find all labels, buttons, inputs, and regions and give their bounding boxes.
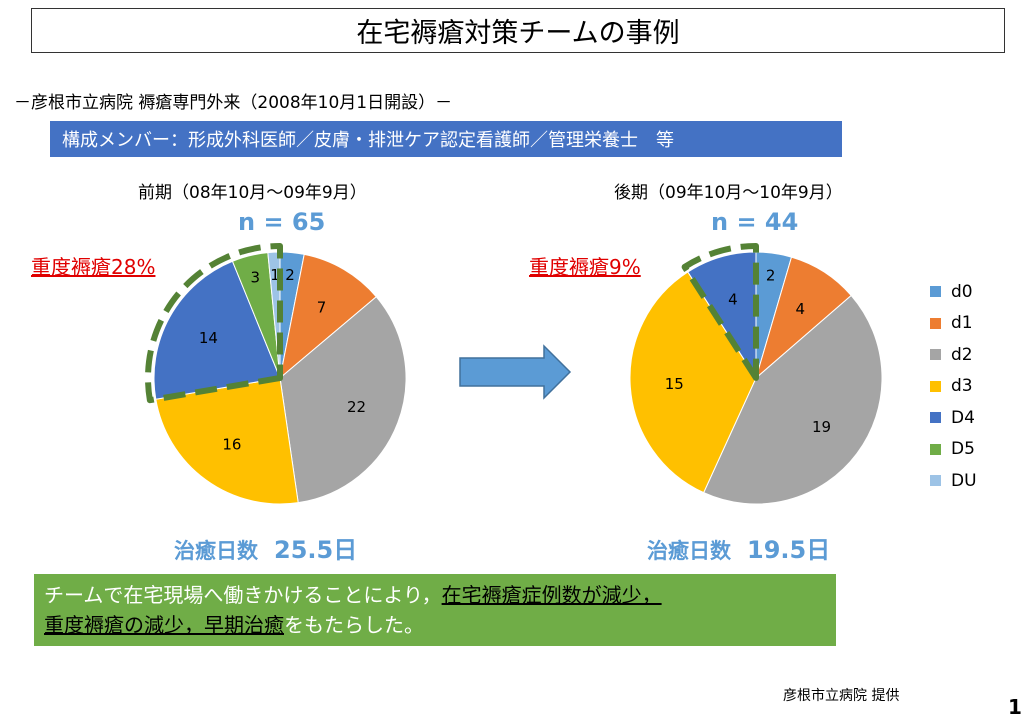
pie-value-label-d1: 7 (317, 298, 327, 316)
pie-value-label-d4: 4 (728, 290, 738, 308)
pie-value-label-d0: 2 (766, 267, 776, 285)
pie-slice-d2 (702, 294, 883, 505)
page-number: 17 (1008, 695, 1023, 719)
slide-title-text: 在宅褥瘡対策チームの事例 (356, 18, 680, 49)
legend-swatch (930, 317, 941, 329)
legend-item-du: DU (930, 465, 977, 497)
pie-chart-before: 2 7 22 16 14 3 1 (145, 243, 407, 505)
pie-value-label-d4: 14 (199, 329, 218, 347)
pie-slice-d3 (629, 271, 757, 494)
healing-days-label-after: 治癒日数 (647, 539, 731, 563)
pie-value-label-d0: 2 (285, 266, 295, 284)
conclusion-text-1: チームで在宅現場へ働きかけることにより， (44, 583, 442, 607)
legend-swatch (930, 286, 941, 298)
pie-value-label-d2: 22 (347, 398, 366, 416)
healing-days-label-before: 治癒日数 (174, 539, 258, 563)
n-label-after: n = 44 (711, 208, 799, 236)
legend-label: d0 (951, 281, 973, 302)
right-arrow-icon (459, 344, 572, 400)
members-banner: 構成メンバー：形成外科医師／皮膚・排泄ケア認定看護師／管理栄養士 等 (50, 121, 842, 157)
chart-legend: d0 d1 d2 d3 D4 D5 DU (930, 276, 977, 497)
conclusion-text-2: をもたらした。 (284, 613, 424, 637)
pie-chart-after: 2 4 19 15 4 (629, 243, 883, 505)
pie-value-label-du: 1 (270, 266, 280, 284)
credit-text: 彦根市立病院 提供 (783, 688, 900, 704)
legend-swatch (930, 475, 941, 487)
legend-swatch (930, 380, 941, 392)
pie-value-label-d5: 3 (251, 269, 261, 287)
period-label-before: 前期（08年10月～09年9月） (138, 183, 367, 203)
members-text: 構成メンバー：形成外科医師／皮膚・排泄ケア認定看護師／管理栄養士 等 (62, 130, 674, 151)
severe-highlight-outline (145, 243, 283, 404)
legend-item-d2: d2 (930, 339, 977, 371)
pie-value-label-d2: 19 (812, 418, 831, 436)
legend-label: D4 (951, 407, 975, 428)
severe-label-before: 重度褥瘡28% (31, 255, 156, 279)
healing-days-before: 治癒日数 25.5日 (174, 530, 357, 565)
severe-label-after: 重度褥瘡9% (529, 255, 641, 279)
legend-label: D5 (951, 439, 975, 460)
legend-swatch (930, 412, 941, 424)
healing-days-after: 治癒日数 19.5日 (647, 530, 830, 565)
legend-label: d1 (951, 313, 973, 334)
legend-item-d1: d1 (930, 308, 977, 340)
pie-slice-d3 (155, 377, 299, 505)
legend-item-d4: D4 (930, 402, 977, 434)
conclusion-highlight-2: 重度褥瘡の減少，早期治癒 (44, 613, 284, 637)
pie-slice-d2 (279, 296, 407, 504)
legend-swatch (930, 349, 941, 361)
slide-title: 在宅褥瘡対策チームの事例 (31, 8, 1005, 53)
healing-days-value-before: 25.5日 (274, 536, 358, 564)
n-label-before: n = 65 (238, 208, 326, 236)
period-label-after: 後期（09年10月～10年9月） (614, 183, 843, 203)
pie-value-label-d3: 16 (222, 435, 241, 453)
pie-value-label-d3: 15 (665, 375, 684, 393)
healing-days-value-after: 19.5日 (747, 536, 831, 564)
hospital-subtitle: －彦根市立病院 褥瘡専門外来（2008年10月1日開設）－ (14, 93, 453, 113)
legend-swatch (930, 443, 941, 455)
legend-label: d2 (951, 344, 973, 365)
legend-item-d3: d3 (930, 371, 977, 403)
legend-label: d3 (951, 376, 973, 397)
pie-slice-d1 (279, 253, 378, 380)
pie-slice-d4 (153, 260, 281, 400)
legend-label: DU (951, 470, 977, 491)
conclusion-box: チームで在宅現場へ働きかけることにより，在宅褥瘡症例数が減少， 重度褥瘡の減少，… (34, 574, 836, 646)
pie-value-label-d1: 4 (796, 300, 806, 318)
conclusion-highlight-1: 在宅褥瘡症例数が減少， (441, 583, 662, 607)
severe-highlight-outline (681, 243, 759, 381)
legend-item-d0: d0 (930, 276, 977, 308)
legend-item-d5: D5 (930, 434, 977, 466)
